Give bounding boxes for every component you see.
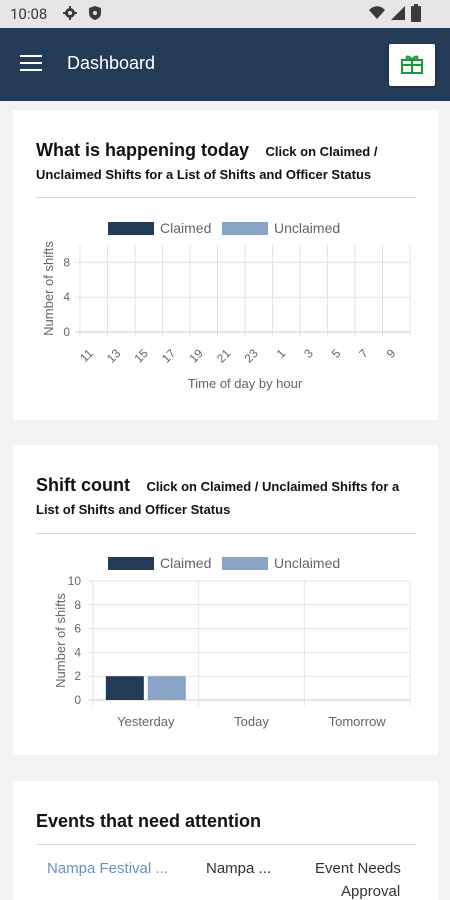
events-title: Events that need attention (36, 811, 262, 831)
today-title: What is happening today (36, 140, 250, 160)
x-tick-label: 13 (104, 346, 124, 366)
status-bar: 10:08 (0, 0, 450, 28)
legend-claimed-label[interactable]: Claimed (160, 220, 212, 236)
today-divider (36, 197, 416, 198)
y-tick-label: 0 (63, 325, 70, 339)
y-tick-label: 6 (74, 622, 81, 636)
x-axis-label: Time of day by hour (188, 376, 303, 391)
battery-icon (411, 4, 421, 22)
y-tick-label: 10 (68, 574, 82, 588)
today-card: What is happening today Click on Claimed… (13, 110, 438, 420)
today-subtitle-2: Unclaimed Shifts for a List of Shifts an… (36, 167, 372, 182)
x-tick-label: 19 (187, 346, 207, 366)
y-axis-label: Number of shifts (41, 241, 56, 336)
y-tick-label: 0 (74, 693, 81, 707)
legend-unclaimed-swatch[interactable] (222, 557, 268, 570)
page-title: Dashboard (67, 53, 156, 73)
event-status-2: Approval (341, 883, 401, 900)
event-status: Event Needs (315, 860, 401, 877)
bar-unclaimed (147, 676, 186, 700)
shift-count-subtitle-2: List of Shifts and Officer Status (36, 502, 231, 517)
event-location: Nampa ... (206, 860, 272, 877)
legend-claimed-label[interactable]: Claimed (160, 555, 212, 571)
hamburger-menu-icon[interactable] (20, 55, 42, 73)
events-card: Events that need attention Nampa Festiva… (13, 781, 438, 900)
x-tick-label: 23 (242, 346, 262, 366)
x-tick-label: 5 (329, 346, 344, 361)
y-tick-label: 8 (63, 255, 70, 269)
x-tick-label: 9 (384, 346, 399, 361)
signal-icon (391, 6, 405, 20)
x-tick-label: 11 (77, 346, 96, 365)
x-tick-label: Today (234, 714, 269, 729)
gift-button[interactable] (389, 44, 435, 86)
legend-unclaimed-label[interactable]: Unclaimed (274, 555, 341, 571)
shift-count-chart[interactable]: 10 8 6 4 2 0 Yesterday Today Tomorrow Number of s… (13, 445, 438, 755)
legend-unclaimed-label[interactable]: Unclaimed (274, 220, 341, 236)
y-tick-label: 4 (74, 645, 81, 659)
shift-count-title: Shift count (36, 475, 130, 495)
event-name-link[interactable]: Nampa Festival ... (47, 860, 168, 877)
y-tick-label: 2 (74, 669, 81, 683)
shift-count-card: Shift count Click on Claimed / Unclaimed… (13, 445, 438, 755)
gear-icon (63, 6, 77, 20)
shift-count-divider (36, 533, 416, 534)
today-subtitle-1: Click on Claimed / (265, 144, 378, 159)
shift-count-title-row: Shift count Click on Claimed / Unclaimed… (36, 475, 399, 496)
x-tick-label: Tomorrow (329, 714, 387, 729)
x-tick-label: 1 (274, 346, 289, 361)
x-tick-label: 7 (356, 346, 371, 361)
x-tick-label: 3 (301, 346, 316, 361)
app-bar: Dashboard (0, 28, 450, 101)
wifi-icon (369, 6, 385, 19)
legend-unclaimed-swatch[interactable] (222, 222, 268, 235)
y-tick-label: 8 (74, 598, 81, 612)
x-tick-label: 15 (132, 346, 152, 366)
y-tick-label: 4 (63, 290, 70, 304)
x-tick-label: Yesterday (117, 714, 175, 729)
gift-icon (401, 55, 423, 74)
bar-claimed (105, 676, 144, 700)
x-tick-label: 21 (214, 346, 234, 366)
shift-count-subtitle-1: Click on Claimed / Unclaimed Shifts for … (146, 479, 400, 494)
events-divider (36, 844, 416, 845)
legend-claimed-swatch[interactable] (108, 557, 154, 570)
status-time: 10:08 (10, 5, 48, 23)
legend-claimed-swatch[interactable] (108, 222, 154, 235)
today-card-title: What is happening today Click on Claimed… (36, 140, 377, 161)
shield-icon (89, 6, 101, 20)
y-axis-label: Number of shifts (53, 593, 68, 688)
x-tick-label: 17 (159, 346, 179, 366)
